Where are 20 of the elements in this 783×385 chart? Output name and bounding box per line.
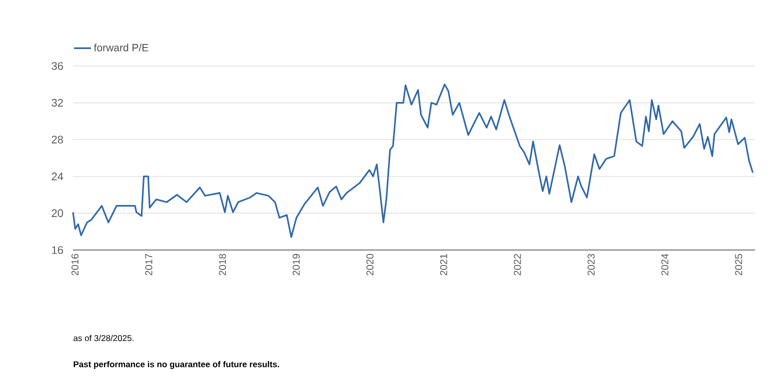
x-tick-label: 2023	[588, 254, 595, 276]
x-tick-label: 2020	[366, 254, 374, 276]
legend-label: forward P/E	[94, 44, 148, 52]
y-tick-label: 36	[52, 62, 64, 70]
x-tick-label: 2024	[661, 254, 668, 276]
x-tick-label: 2017	[145, 254, 152, 276]
y-tick-label: 28	[52, 136, 64, 144]
x-tick-label: 2022	[514, 254, 521, 276]
y-tick-label: 20	[52, 209, 64, 218]
text: as of 3/28/2025.	[74, 334, 134, 342]
line-series	[72, 84, 754, 238]
y-tick-label: 24	[52, 172, 64, 180]
x-tick-label: 2018	[218, 254, 226, 276]
y-tick-label: 32	[52, 98, 63, 107]
x-tick-label: 2025	[735, 254, 742, 276]
x-tick-label: 2016	[71, 254, 79, 276]
x-tick-label: 2021	[440, 254, 448, 276]
y-tick-label: 16	[52, 246, 64, 254]
x-tick-label: 2019	[292, 254, 300, 276]
text: Past performance is no guarantee of future results.	[74, 361, 280, 369]
